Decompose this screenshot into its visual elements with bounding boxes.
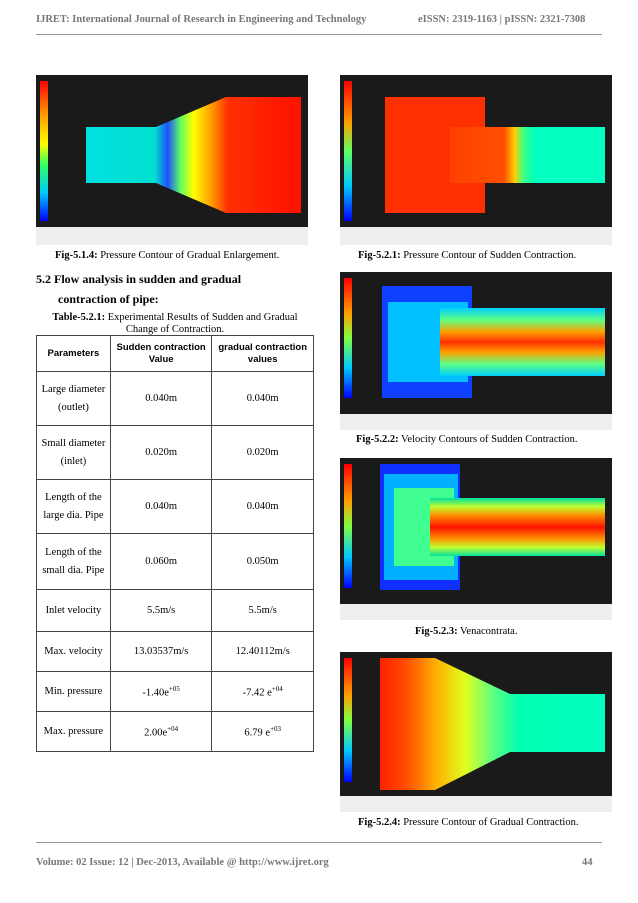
table-title: Table-5.2.1: Experimental Results of Sud… [52, 312, 298, 335]
table-row: Small diameter (inlet) 0.020m 0.020m [36, 425, 314, 480]
table-row: Min. pressure -1.40e+05 -7.42 e+04 [36, 671, 314, 712]
journal-name: IJRET: International Journal of Research… [36, 14, 367, 25]
results-table: Parameters Sudden contraction Value grad… [36, 335, 314, 752]
caption-fig-5-2-4: Fig-5.2.4: Pressure Contour of Gradual C… [358, 817, 579, 828]
col-header-gradual: gradual contraction values [211, 335, 314, 372]
table-row: Max. velocity 13.03537m/s 12.40112m/s [36, 631, 314, 672]
figure-sudden-contraction-velocity [340, 272, 612, 430]
page-number: 44 [582, 857, 593, 868]
table-row: Inlet velocity 5.5m/s 5.5m/s [36, 589, 314, 632]
footer-rule [36, 842, 602, 843]
table-row: Large diameter (outlet) 0.040m 0.040m [36, 371, 314, 426]
header-rule [36, 34, 602, 35]
caption-fig-5-1-4: Fig-5.1.4: Pressure Contour of Gradual E… [55, 250, 280, 261]
section-heading-line2: contraction of pipe: [58, 292, 159, 306]
col-header-sudden: Sudden contraction Value [109, 335, 213, 372]
caption-fig-5-2-1: Fig-5.2.1: Pressure Contour of Sudden Co… [358, 250, 577, 261]
table-row: Length of the large dia. Pipe 0.040m 0.0… [36, 479, 314, 534]
footer-volume: Volume: 02 Issue: 12 | Dec-2013, Availab… [36, 857, 329, 868]
caption-fig-5-2-3: Fig-5.2.3: Venacontrata. [415, 626, 518, 637]
table-row: Max. pressure 2.00e+04 6.79 e+03 [36, 711, 314, 752]
section-heading-line1: 5.2 Flow analysis in sudden and gradual [36, 272, 242, 286]
figure-venacontrata [340, 458, 612, 620]
figure-sudden-contraction-pressure [340, 75, 612, 245]
col-header-parameters: Parameters [36, 335, 111, 372]
caption-fig-5-2-2: Fig-5.2.2: Velocity Contours of Sudden C… [356, 434, 578, 445]
figure-gradual-enlargement [36, 75, 308, 245]
figure-gradual-contraction-pressure [340, 652, 612, 812]
issn: eISSN: 2319-1163 | pISSN: 2321-7308 [418, 14, 586, 25]
table-row: Length of the small dia. Pipe 0.060m 0.0… [36, 533, 314, 590]
